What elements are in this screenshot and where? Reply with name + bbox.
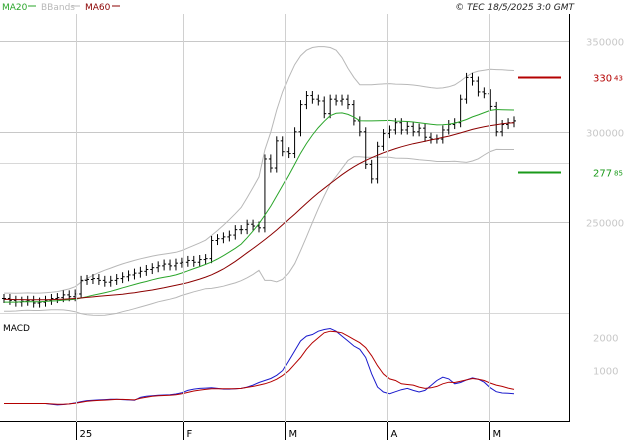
price-grid — [0, 41, 569, 314]
series-ma60 — [4, 122, 515, 301]
price-axis: 250000 300000 350000 — [586, 38, 624, 230]
macd-title: MACD — [3, 324, 30, 334]
macd-tick-label: 1000 — [593, 367, 618, 378]
annotation-label-decimal: 85 — [614, 170, 623, 178]
time-tick-label: A — [391, 429, 398, 440]
time-tick-label: M — [289, 429, 298, 440]
macd-tick-label: 2000 — [593, 334, 618, 345]
time-tick-label: M — [493, 429, 502, 440]
price-tick-label: 350000 — [586, 38, 624, 49]
macd-plot — [4, 327, 515, 406]
copyright-label: © TEC 18/5/2025 3:0 GMT — [455, 3, 575, 13]
legend-ma60: MA60 — [85, 3, 111, 13]
annotation-label: 277 — [593, 169, 612, 180]
series-bb-lower — [4, 148, 514, 316]
price-plot — [2, 46, 516, 316]
price-tick-label: 300000 — [586, 129, 624, 140]
annotation-label-decimal: 43 — [614, 75, 623, 83]
price-tick-label: 250000 — [586, 219, 624, 230]
macd-series-signal — [4, 330, 515, 405]
macd-axis: 1000 2000 — [593, 334, 618, 378]
series-bb-upper — [4, 46, 515, 294]
time-tick-label: F — [187, 429, 193, 440]
macd-series-macd — [4, 327, 515, 406]
legend-bbands: BBands — [41, 3, 75, 13]
time-tick-label: 25 — [80, 429, 93, 440]
legend-ma20: MA20 — [2, 3, 28, 13]
time-axis: 25 F M A M — [76, 14, 502, 440]
price-annotations: 330 43 277 85 — [518, 74, 623, 180]
annotation-label: 330 — [593, 74, 612, 85]
chart-header: MA20 BBands MA60 © TEC 18/5/2025 3:0 GMT — [2, 3, 576, 13]
series-ma20 — [4, 108, 515, 303]
